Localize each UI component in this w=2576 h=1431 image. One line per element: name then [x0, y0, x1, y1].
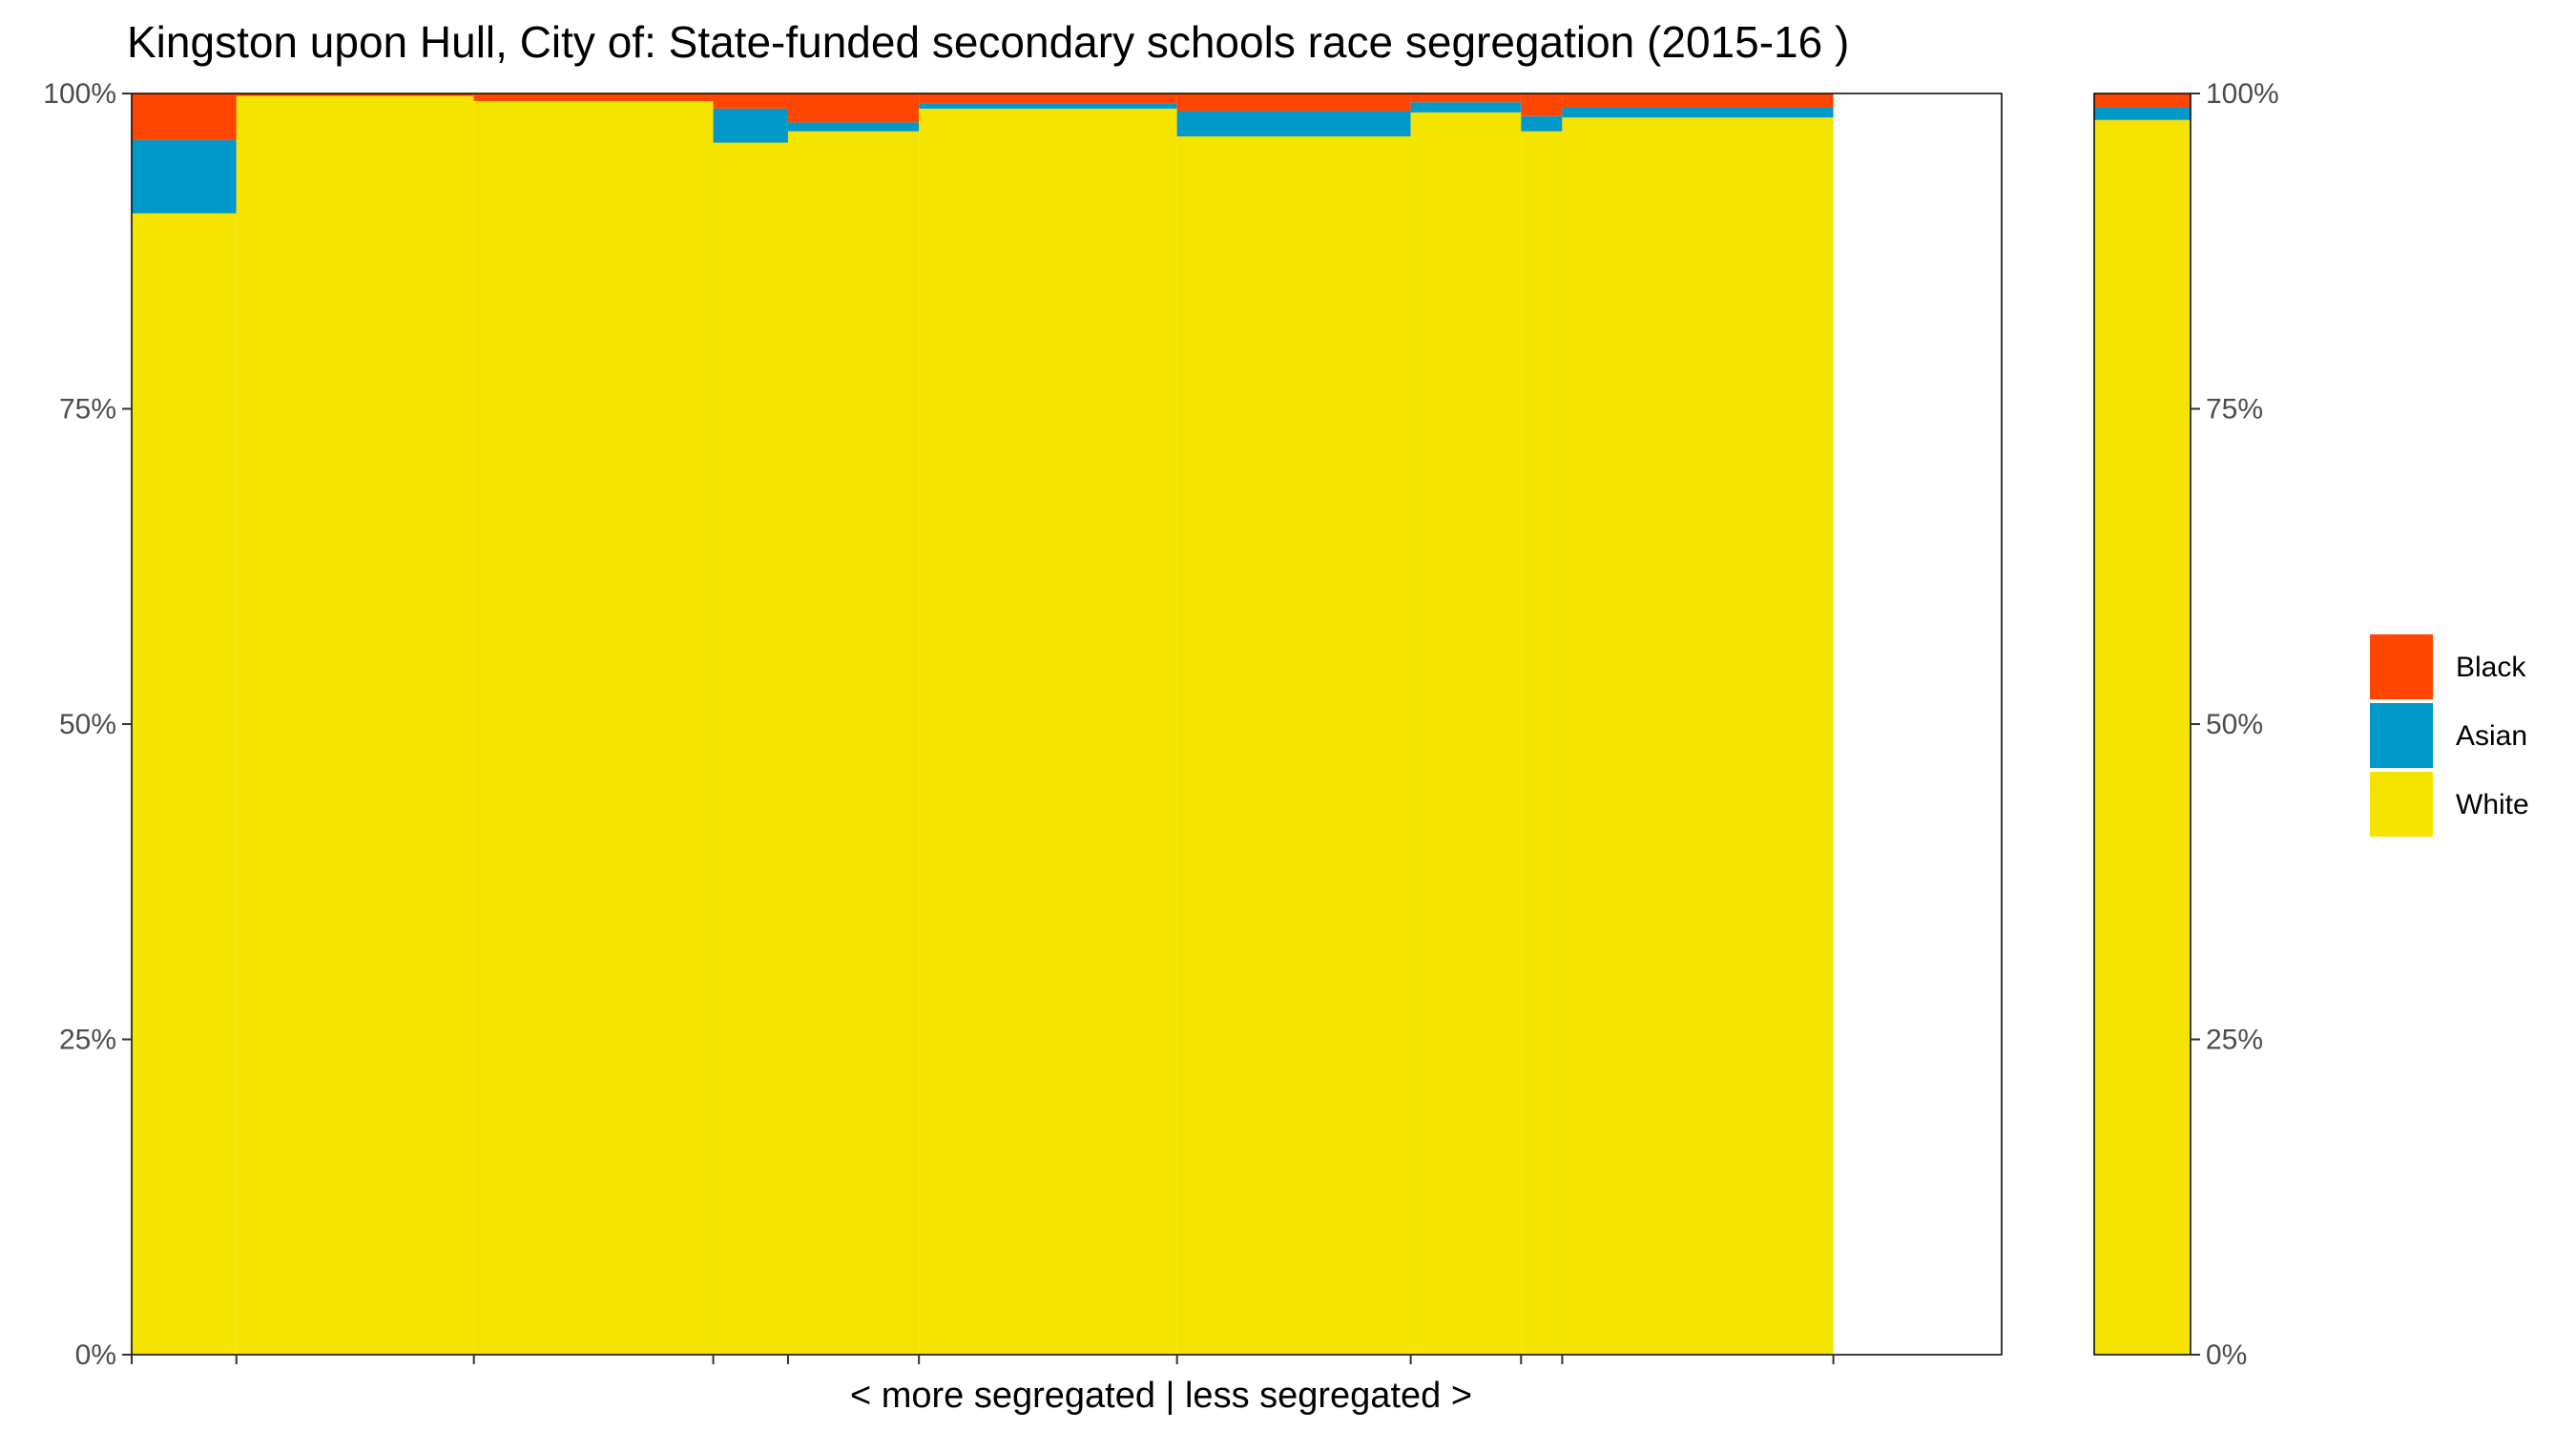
total-bar — [2093, 93, 2192, 1356]
bar-school-2-black — [236, 93, 474, 96]
bar-school-10-black — [1562, 93, 1834, 108]
bar-school-10-white — [1562, 117, 1834, 1355]
bar-school-7-asian — [1176, 111, 1411, 136]
bar-school-2-white — [236, 95, 474, 1355]
legend-label-black: Black — [2456, 652, 2526, 683]
y-tick-label-right: 50% — [2206, 709, 2263, 740]
bar-total-white — [2094, 119, 2191, 1356]
chart-title: Kingston upon Hull, City of: State-funde… — [127, 17, 1849, 67]
bar-school-8-black — [1410, 93, 1522, 103]
y-tick-label-right: 75% — [2206, 394, 2263, 425]
bar-school-7-white — [1176, 135, 1411, 1355]
legend-label-asian: Asian — [2456, 720, 2527, 752]
bar-school-3-white — [473, 100, 714, 1355]
bar-school-5-white — [787, 131, 920, 1355]
bar-school-6-asian — [919, 103, 1177, 109]
bar-school-10-asian — [1562, 107, 1834, 118]
legend: Black Asian White — [2370, 634, 2529, 837]
legend-label-white: White — [2456, 789, 2529, 820]
legend-key-asian — [2370, 703, 2433, 768]
bar-school-6-white — [919, 108, 1177, 1355]
bar-school-5-black — [787, 93, 920, 123]
bar-school-1-asian — [132, 139, 237, 214]
y-tick-label-left: 75% — [59, 394, 116, 425]
bar-school-8-white — [1410, 112, 1522, 1356]
y-tick-label-right: 0% — [2206, 1339, 2247, 1371]
bar-school-9-asian — [1521, 115, 1563, 132]
bar-school-4-black — [713, 93, 788, 109]
y-tick-label-left: 25% — [59, 1025, 116, 1056]
plot-area — [131, 93, 2003, 1356]
bar-school-9-white — [1521, 131, 1563, 1355]
bar-school-1-white — [132, 213, 237, 1356]
bar-school-8-asian — [1410, 102, 1522, 113]
bar-school-3-black — [473, 93, 714, 101]
bar-total-black — [2094, 93, 2191, 108]
axes: 0% 0% 25% 25% 50% 50% 75% 75% 100% 100% — [43, 78, 2278, 1371]
legend-key-black — [2370, 634, 2433, 699]
bar-school-7-black — [1176, 93, 1411, 112]
y-tick-label-left: 0% — [75, 1339, 116, 1371]
bar-school-5-asian — [787, 122, 920, 132]
bar-school-1-black — [132, 93, 237, 140]
y-tick-label-right: 25% — [2206, 1025, 2263, 1056]
bar-school-4-white — [713, 142, 788, 1356]
legend-key-white — [2370, 772, 2433, 837]
bar-school-9-black — [1521, 93, 1563, 116]
bar-school-4-asian — [713, 108, 788, 143]
y-tick-label-left: 50% — [59, 709, 116, 740]
bar-total-asian — [2094, 107, 2191, 120]
bar-school-6-black — [919, 93, 1177, 104]
y-tick-label-left: 100% — [43, 78, 116, 110]
x-axis-title: < more segregated | less segregated > — [850, 1376, 1472, 1416]
y-tick-label-right: 100% — [2206, 78, 2279, 110]
